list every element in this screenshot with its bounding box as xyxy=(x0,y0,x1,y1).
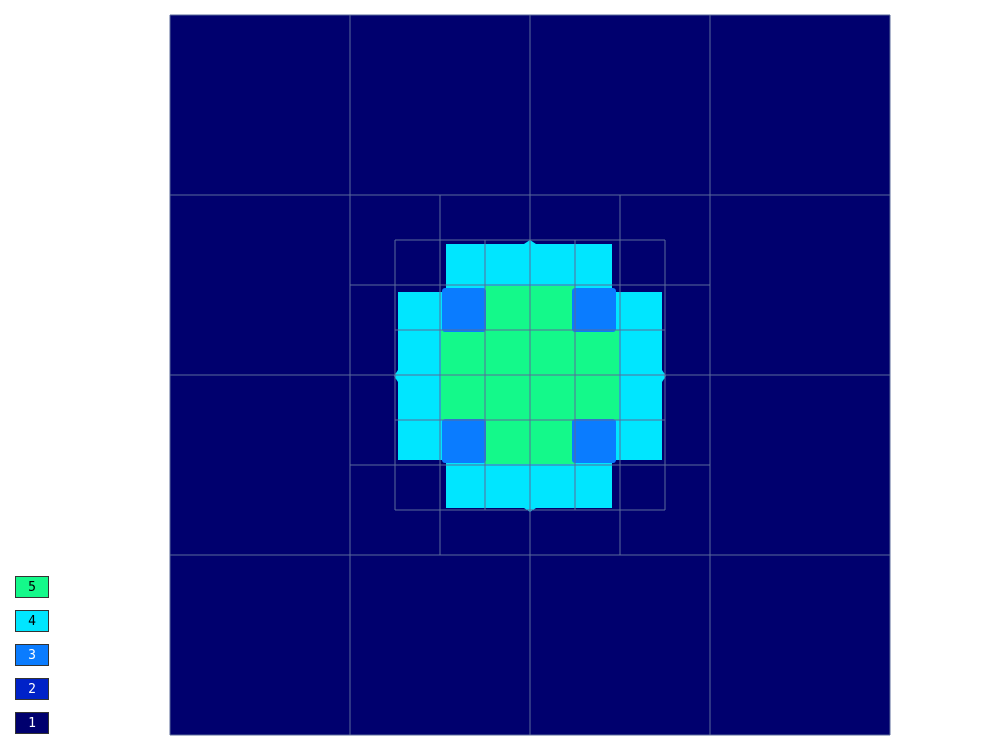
level-4-tip-left xyxy=(394,370,398,382)
legend-level-1: 1 xyxy=(15,712,49,734)
legend-level-2: 2 xyxy=(15,678,49,700)
mesh-grid-lines xyxy=(169,14,891,736)
level-3-square-top-left xyxy=(442,288,486,332)
level-3-square-bottom-left xyxy=(442,419,486,463)
legend-level-4: 4 xyxy=(15,610,49,632)
legend-level-3: 3 xyxy=(15,644,49,666)
level-3-square-bottom-right xyxy=(572,419,616,463)
level-3-square-top-right xyxy=(572,288,616,332)
level-4-tip-right xyxy=(662,370,666,382)
legend-level-5: 5 xyxy=(15,576,49,598)
